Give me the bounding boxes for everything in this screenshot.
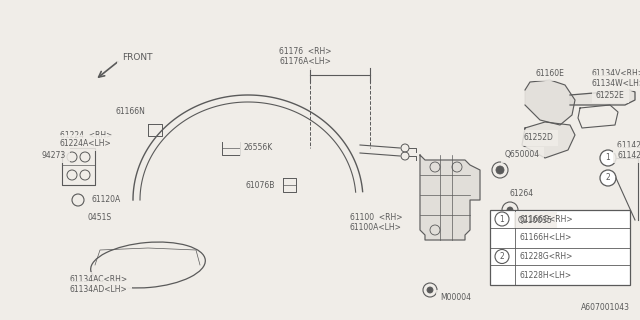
- Circle shape: [507, 207, 513, 213]
- Circle shape: [495, 250, 509, 263]
- Circle shape: [600, 170, 616, 186]
- Text: 61166G<RH>: 61166G<RH>: [520, 214, 573, 223]
- Text: 61176A<LH>: 61176A<LH>: [279, 58, 331, 67]
- Text: 61176  <RH>: 61176 <RH>: [279, 47, 332, 57]
- Circle shape: [600, 150, 616, 166]
- Text: 61224A<LH>: 61224A<LH>: [60, 139, 112, 148]
- Circle shape: [496, 166, 504, 174]
- Bar: [490, 210, 630, 285]
- Text: 94273: 94273: [42, 150, 67, 159]
- Text: 61142  <RH>: 61142 <RH>: [617, 140, 640, 149]
- Text: 2: 2: [605, 173, 611, 182]
- Text: A607001043: A607001043: [581, 303, 630, 312]
- Text: 61264: 61264: [510, 188, 534, 197]
- Polygon shape: [570, 90, 635, 105]
- Text: 61252E: 61252E: [596, 91, 625, 100]
- Text: 61100A<LH>: 61100A<LH>: [350, 223, 402, 233]
- Polygon shape: [420, 155, 480, 240]
- Polygon shape: [522, 122, 575, 158]
- Circle shape: [427, 287, 433, 293]
- Text: 61166N: 61166N: [115, 108, 145, 116]
- Text: 61134AC<RH>: 61134AC<RH>: [70, 276, 128, 284]
- Circle shape: [495, 212, 509, 226]
- Text: FRONT: FRONT: [122, 53, 152, 62]
- Text: 1: 1: [605, 154, 611, 163]
- Text: 26556K: 26556K: [244, 143, 273, 153]
- Text: 61134AD<LH>: 61134AD<LH>: [70, 284, 128, 293]
- Text: 61134V<RH>: 61134V<RH>: [592, 68, 640, 77]
- Text: 61228G<RH>: 61228G<RH>: [520, 252, 573, 261]
- Text: 61142A<LH>: 61142A<LH>: [617, 150, 640, 159]
- Text: 61120A: 61120A: [92, 196, 121, 204]
- Text: 0451S: 0451S: [88, 213, 112, 222]
- Polygon shape: [525, 80, 575, 125]
- Text: 61160E: 61160E: [535, 68, 564, 77]
- Text: 61076B: 61076B: [245, 180, 275, 189]
- Text: 61100  <RH>: 61100 <RH>: [350, 213, 403, 222]
- Text: 61166H<LH>: 61166H<LH>: [520, 234, 572, 243]
- Text: 61134W<LH>: 61134W<LH>: [592, 78, 640, 87]
- Text: 61252D: 61252D: [524, 133, 554, 142]
- Text: M00004: M00004: [440, 293, 471, 302]
- Text: Q210035: Q210035: [518, 215, 553, 225]
- Text: Q650004: Q650004: [505, 150, 540, 159]
- Text: 61228H<LH>: 61228H<LH>: [520, 270, 572, 279]
- Text: 61224  <RH>: 61224 <RH>: [60, 131, 113, 140]
- Text: 1: 1: [500, 214, 504, 223]
- Text: 2: 2: [500, 252, 504, 261]
